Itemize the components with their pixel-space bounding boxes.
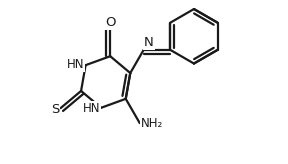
Text: HN: HN (82, 102, 100, 115)
Text: O: O (105, 16, 115, 29)
Text: S: S (51, 103, 59, 116)
Text: N: N (144, 36, 154, 49)
Text: NH₂: NH₂ (141, 117, 163, 130)
Text: HN: HN (67, 58, 84, 71)
